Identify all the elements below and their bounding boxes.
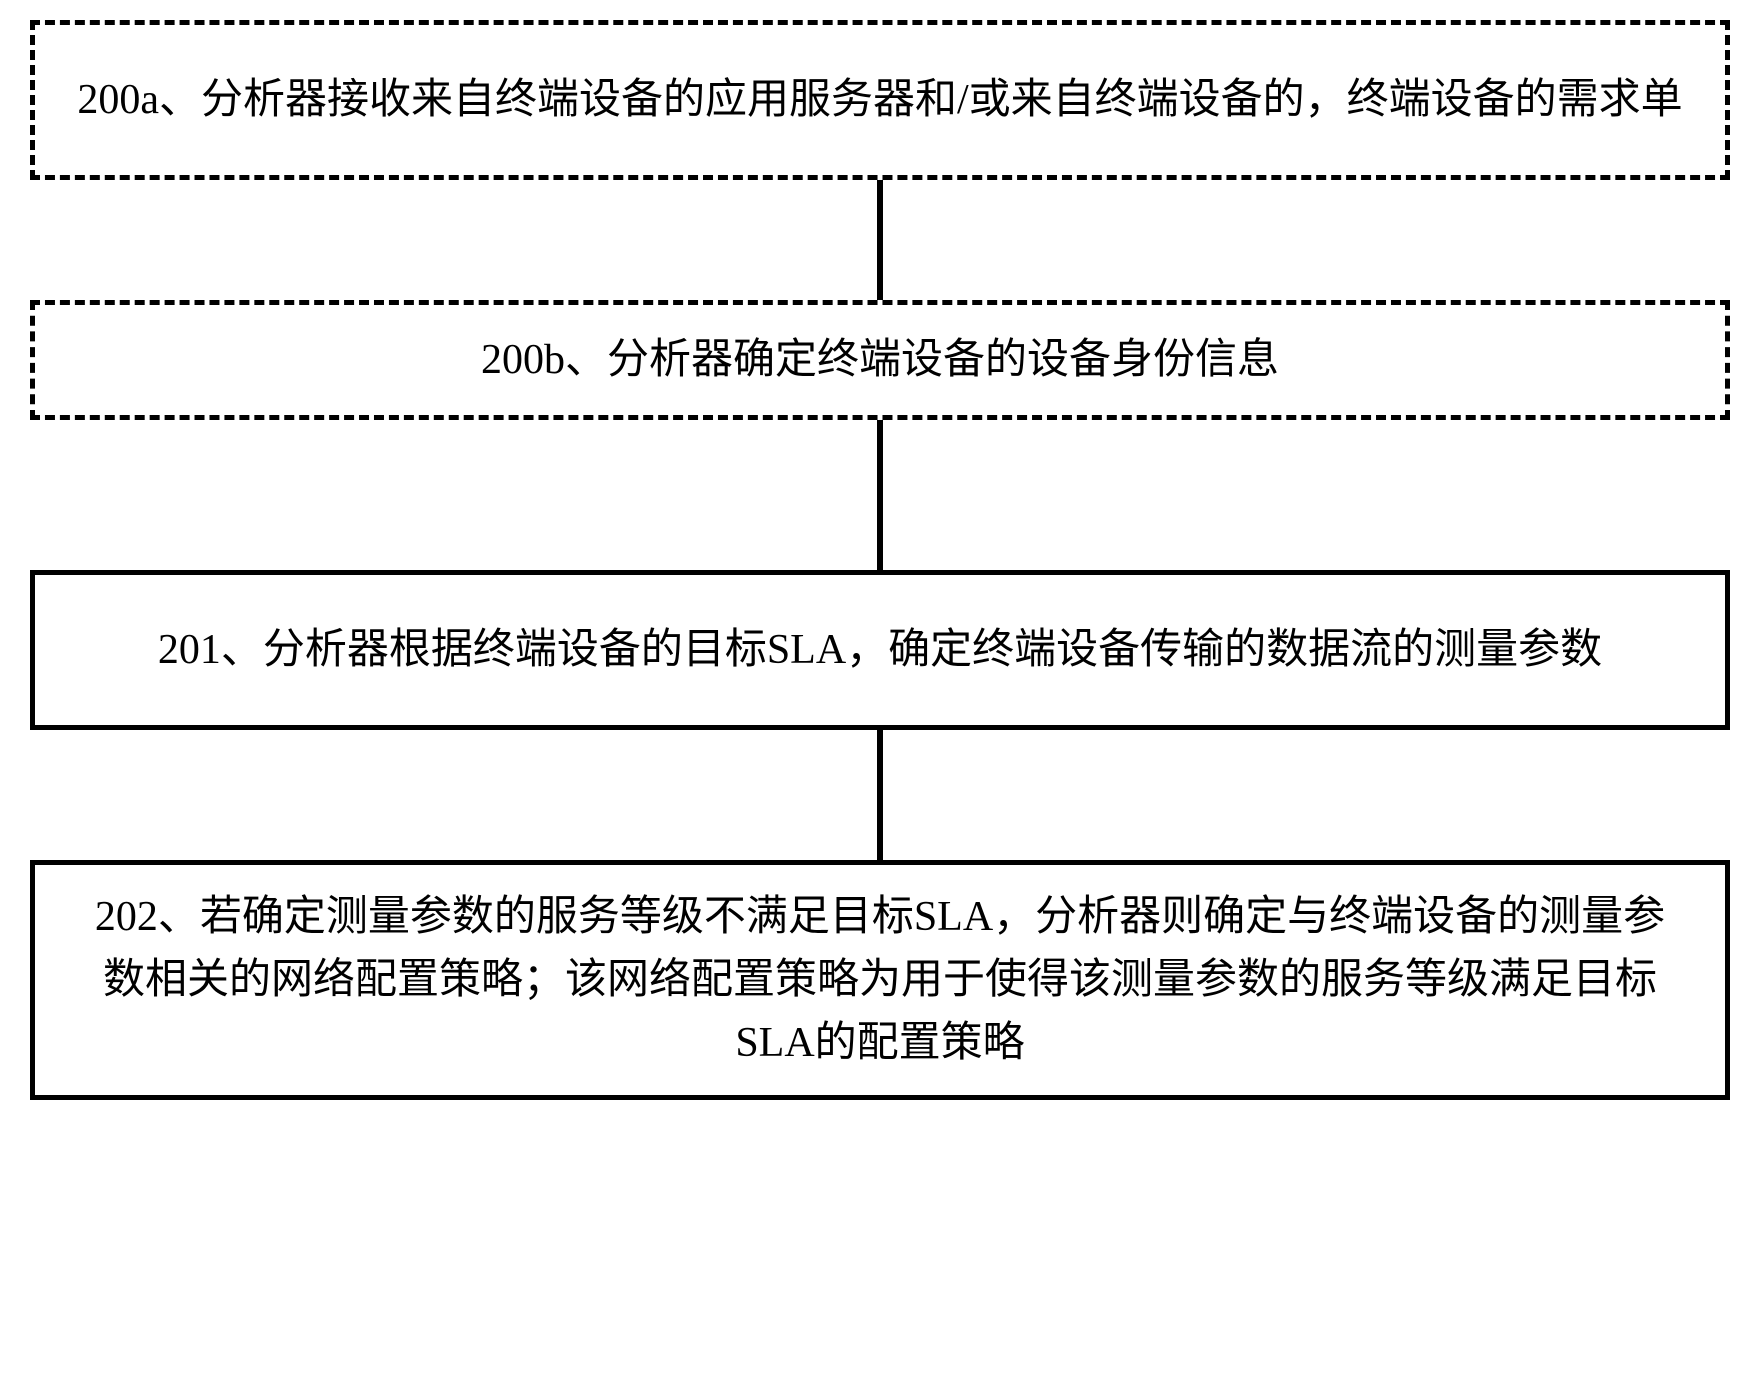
connector-2	[877, 420, 883, 570]
node-text: 200b、分析器确定终端设备的设备身份信息	[481, 329, 1279, 392]
node-text: 201、分析器根据终端设备的目标SLA，确定终端设备传输的数据流的测量参数	[158, 619, 1602, 682]
connector-3	[877, 730, 883, 860]
node-text: 202、若确定测量参数的服务等级不满足目标SLA，分析器则确定与终端设备的测量参…	[75, 886, 1685, 1075]
flowchart-node-200b: 200b、分析器确定终端设备的设备身份信息	[30, 300, 1730, 420]
flowchart-container: 200a、分析器接收来自终端设备的应用服务器和/或来自终端设备的，终端设备的需求…	[20, 20, 1740, 1100]
node-text: 200a、分析器接收来自终端设备的应用服务器和/或来自终端设备的，终端设备的需求…	[77, 69, 1682, 132]
flowchart-node-200a: 200a、分析器接收来自终端设备的应用服务器和/或来自终端设备的，终端设备的需求…	[30, 20, 1730, 180]
connector-1	[877, 180, 883, 300]
flowchart-node-201: 201、分析器根据终端设备的目标SLA，确定终端设备传输的数据流的测量参数	[30, 570, 1730, 730]
flowchart-node-202: 202、若确定测量参数的服务等级不满足目标SLA，分析器则确定与终端设备的测量参…	[30, 860, 1730, 1100]
